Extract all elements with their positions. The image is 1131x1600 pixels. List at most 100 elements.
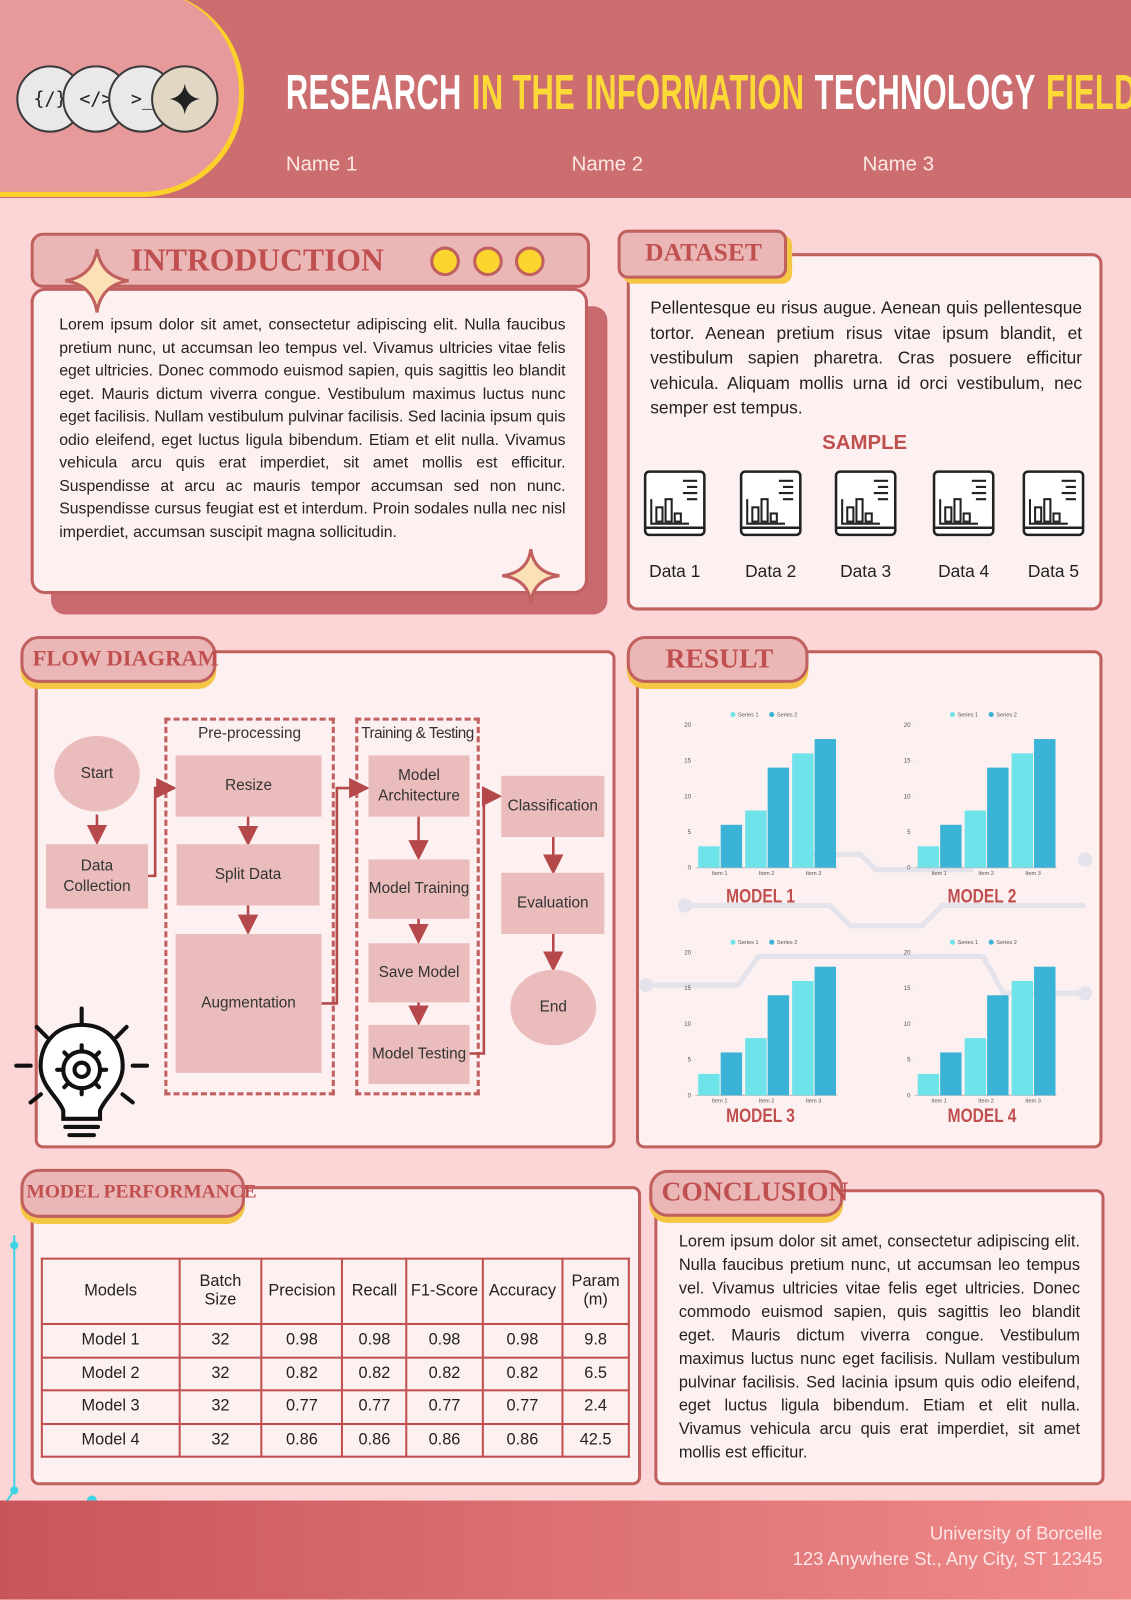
x-tick-label: Item 3 [1025, 871, 1041, 877]
bar [792, 980, 814, 1096]
column-header: Models [40, 1257, 181, 1325]
legend-swatch [988, 712, 994, 718]
table-cell: 0.82 [260, 1356, 344, 1392]
bar [1034, 739, 1056, 868]
group-box [355, 717, 480, 1096]
data-label: Data 1 [649, 561, 701, 581]
group-label: Pre-processing [198, 724, 302, 743]
table-cell: 9.8 [561, 1322, 630, 1359]
table-cell: 0.86 [481, 1422, 564, 1458]
legend-swatch [769, 712, 775, 718]
bar [767, 767, 790, 868]
author-name: Name 1 [285, 153, 358, 176]
decoration [38, 1022, 125, 1121]
y-tick-label: 15 [684, 758, 691, 765]
title-word: FIELD [1045, 66, 1131, 121]
column-header: Accuracy [481, 1257, 564, 1325]
decoration [873, 479, 889, 501]
table-cell: Model 3 [40, 1389, 181, 1425]
y-tick-label: 5 [907, 1057, 911, 1064]
bar [814, 739, 837, 868]
data-icon [1022, 470, 1085, 537]
x-tick-label: Item 3 [806, 1098, 822, 1104]
decoration [34, 1024, 49, 1040]
bar [698, 846, 720, 868]
table-cell: 0.98 [341, 1322, 408, 1359]
y-tick-label: 0 [907, 1092, 911, 1099]
table-cell: 42.5 [561, 1422, 630, 1458]
flow-arrows [86, 777, 564, 1055]
table-cell: 0.77 [260, 1389, 344, 1425]
title-word: RESEARCH [285, 66, 462, 121]
x-tick-label: Item 1 [712, 871, 728, 877]
dataset-text: Pellentesque eu risus augue. Aenean quis… [650, 298, 1083, 418]
decoration [639, 977, 654, 993]
result-tab [626, 635, 809, 683]
legend-label: Series 1 [738, 940, 759, 946]
data-icon [932, 470, 995, 537]
intro-card [30, 287, 588, 595]
bar-chart: 0 5 10 15 20 Series 1 Series 2 Item 1 Item 2 Item… [904, 712, 1057, 877]
decoration [502, 548, 560, 603]
decoration [1077, 852, 1093, 867]
footer [0, 1500, 1131, 1600]
decoration [169, 83, 201, 115]
table-row: Model 4 32 0.86 0.86 0.86 0.86 42.5 [40, 1422, 630, 1458]
bar [1011, 980, 1034, 1096]
decoration [114, 1024, 129, 1040]
legend-label: Series 2 [777, 713, 798, 719]
y-tick-label: 20 [904, 722, 911, 729]
decoration [855, 498, 864, 523]
header-row: Models Batch Size Precision Recall F1-Score A… [40, 1257, 630, 1325]
decoration [120, 1092, 135, 1105]
decoration [1034, 506, 1043, 523]
y-tick-label: 5 [688, 1057, 692, 1064]
data-label: Data 4 [938, 561, 990, 581]
table-cell: 0.86 [260, 1422, 344, 1458]
decoration [962, 512, 971, 523]
y-tick-label: 10 [684, 793, 691, 800]
table-cell: 0.82 [481, 1356, 564, 1392]
bar-chart: 0 5 10 15 20 Series 1 Series 2 Item 1 Item 2 Item… [684, 939, 838, 1104]
title-word: INFORMATION [585, 66, 805, 121]
decoration [677, 898, 693, 913]
flow-node: Data Collection [45, 844, 149, 909]
decoration [650, 499, 690, 525]
decoration [1077, 986, 1093, 1001]
legend-label: Series 2 [777, 940, 798, 946]
data-icon [739, 470, 802, 537]
decoration [971, 479, 987, 501]
table-row: Model 3 32 0.77 0.77 0.77 0.77 2.4 [40, 1389, 630, 1425]
flow-node: End [510, 969, 597, 1046]
y-tick-label: 10 [684, 1021, 691, 1028]
table-cell: 0.98 [260, 1322, 344, 1359]
legend-label: Series 2 [996, 940, 1017, 946]
dataset-tab [617, 229, 788, 279]
flow-node: Model Testing [368, 1024, 470, 1085]
sparkle [502, 548, 560, 603]
chart-title: MODEL 3 [726, 1105, 795, 1127]
decoration [953, 498, 962, 523]
y-tick-label: 0 [688, 865, 692, 872]
chart-title: MODEL 4 [947, 1105, 1017, 1127]
decoration [778, 479, 794, 501]
bar [745, 810, 767, 868]
section-heading: INTRODUCTION [130, 241, 384, 278]
decoration [684, 902, 1086, 929]
y-tick-label: 15 [904, 758, 911, 765]
table-cell: 32 [178, 1389, 263, 1425]
x-tick-label: Item 2 [759, 1098, 775, 1104]
decoration [321, 777, 370, 1005]
decoration [514, 246, 545, 277]
decoration [469, 786, 503, 1055]
decoration [769, 512, 778, 523]
decoration [639, 852, 1093, 1001]
data-icon [834, 470, 897, 537]
legend-swatch [730, 939, 736, 945]
decoration [682, 479, 698, 501]
x-tick-label: Item 1 [712, 1098, 728, 1104]
flow-node: Start [54, 735, 140, 812]
decoration [430, 246, 460, 277]
y-tick-label: 0 [688, 1092, 692, 1099]
lightbulb-icon [14, 1006, 150, 1138]
